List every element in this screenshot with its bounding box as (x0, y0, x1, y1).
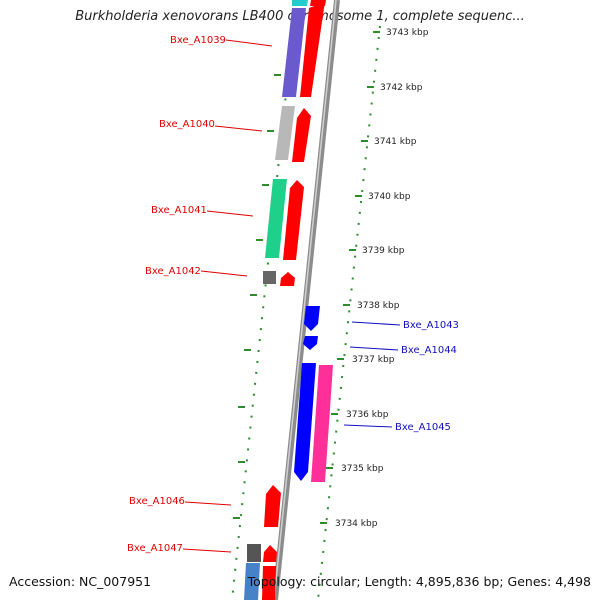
tick-label: 3739 kbp (362, 246, 405, 256)
leader-line (351, 321, 401, 326)
topology-label: Topology: circular; Length: 4,895,836 bp… (247, 574, 591, 589)
gene-feature-bxe-a1039-forward[interactable] (300, 2, 325, 97)
gene-feature-bxe-a1041[interactable] (265, 179, 287, 258)
gene-label-bxe-a1039[interactable]: Bxe_A1039 (170, 35, 226, 46)
leader-line (206, 210, 254, 217)
tick-label: 3735 kbp (341, 464, 384, 474)
tick-labels: 3743 kbp 3742 kbp 3741 kbp 3740 kbp 3739… (335, 28, 429, 529)
tick-label: 3736 kbp (346, 410, 389, 420)
gene-label-bxe-a1046[interactable]: Bxe_A1046 (129, 496, 185, 507)
gene-label-bxe-a1047[interactable]: Bxe_A1047 (127, 543, 183, 554)
gene-cyan-cap (292, 0, 306, 6)
leader-line (343, 424, 393, 428)
gene-feature-blue-lower[interactable] (244, 563, 260, 600)
gene-feature-red-lower[interactable] (262, 566, 276, 600)
gene-features (244, 0, 333, 600)
leader-line (200, 270, 248, 277)
gene-label-bxe-a1043[interactable]: Bxe_A1043 (403, 320, 459, 331)
gene-feature-bxe-a1041-forward[interactable] (283, 180, 304, 260)
tick-label: 3737 kbp (352, 355, 395, 365)
gene-labels: Bxe_A1039 Bxe_A1040 Bxe_A1041 Bxe_A1042 … (127, 35, 459, 554)
tick-marks (320, 31, 380, 524)
tick-rail-left (231, 0, 297, 600)
gene-feature-bxe-a1043[interactable] (304, 306, 320, 331)
gene-feature-bxe-a1047[interactable] (247, 544, 261, 562)
gene-feature-magenta[interactable] (311, 365, 333, 482)
tick-label: 3740 kbp (368, 192, 411, 202)
tick-label: 3742 kbp (380, 83, 423, 93)
gene-feature-bxe-a1044[interactable] (303, 336, 318, 350)
leader-line (182, 548, 232, 553)
left-tick-marks (233, 74, 281, 519)
leader-line (184, 501, 232, 506)
tick-label: 3741 kbp (374, 137, 417, 147)
leader-line (214, 125, 263, 132)
chromosome-backbone-highlight (273, 0, 337, 600)
gene-label-bxe-a1042[interactable]: Bxe_A1042 (145, 266, 201, 277)
gene-feature-bxe-a1046[interactable] (264, 485, 281, 527)
leader-line (349, 346, 399, 351)
accession-label: Accession: NC_007951 (9, 574, 152, 589)
gene-label-bxe-a1041[interactable]: Bxe_A1041 (151, 205, 207, 216)
leader-line (225, 39, 273, 47)
tick-label: 3738 kbp (357, 301, 400, 311)
gene-feature-bxe-a1045[interactable] (294, 363, 316, 481)
gene-feature-bxe-a1042-forward[interactable] (280, 272, 295, 286)
gene-label-bxe-a1040[interactable]: Bxe_A1040 (159, 119, 215, 130)
gene-feature-bxe-a1039[interactable] (282, 8, 306, 97)
gene-feature-bxe-a1040[interactable] (275, 106, 295, 160)
chromosome-backbone (272, 0, 340, 600)
label-leaders (182, 39, 401, 553)
gene-label-bxe-a1044[interactable]: Bxe_A1044 (401, 345, 457, 356)
tick-label: 3743 kbp (386, 28, 429, 38)
gene-feature-bxe-a1042[interactable] (263, 271, 276, 284)
gene-feature-bxe-a1040-forward[interactable] (292, 108, 311, 162)
tick-label: 3734 kbp (335, 519, 378, 529)
gene-label-bxe-a1045[interactable]: Bxe_A1045 (395, 422, 451, 433)
gene-feature-bxe-a1047-forward[interactable] (263, 545, 277, 562)
